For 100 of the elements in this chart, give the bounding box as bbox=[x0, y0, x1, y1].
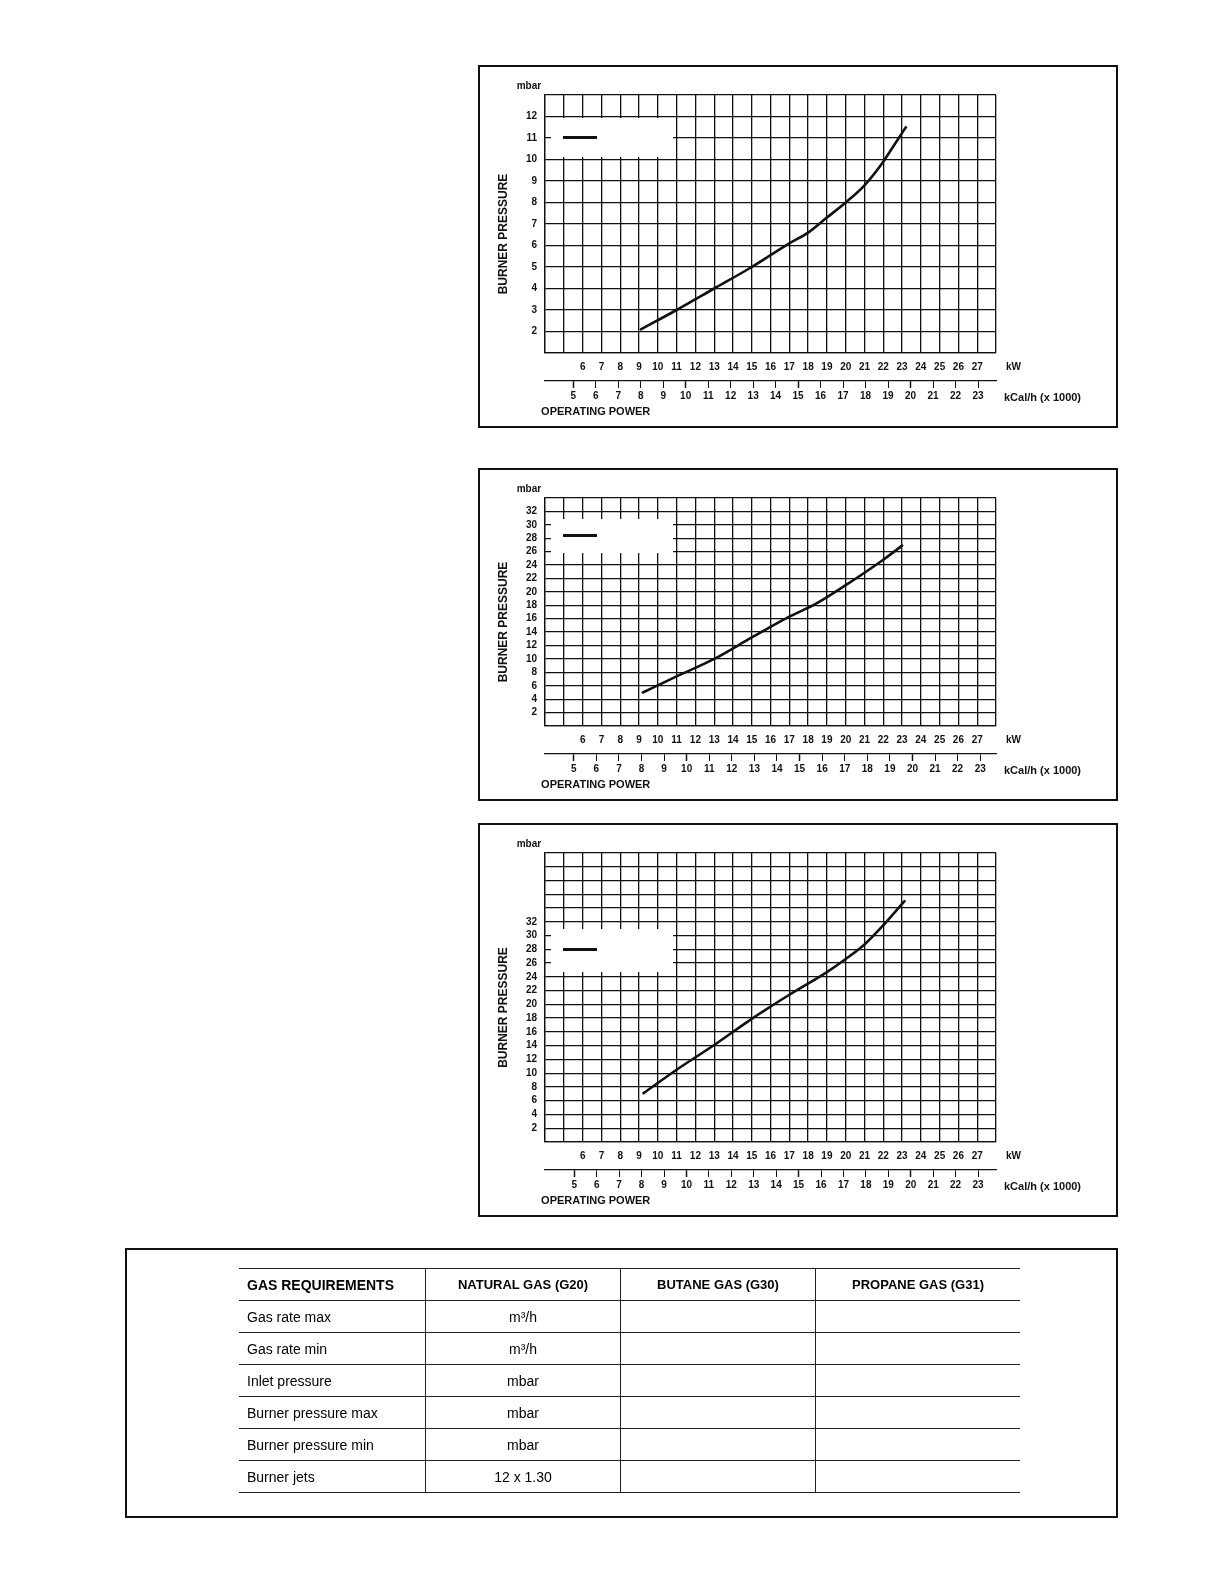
x2-tick-label: 7 bbox=[616, 762, 623, 774]
y-tick-label: 8 bbox=[531, 1080, 538, 1092]
x-tick-label: 22 bbox=[877, 733, 890, 745]
x2-tick-label: 23 bbox=[972, 1178, 985, 1190]
x2-tick-label: 10 bbox=[680, 1178, 693, 1190]
x2-tick-label: 9 bbox=[661, 1178, 668, 1190]
x-tick-label: 9 bbox=[636, 733, 643, 745]
y-tick-label: 6 bbox=[531, 1094, 538, 1106]
x-tick-label: 24 bbox=[915, 360, 927, 372]
text: mbar bbox=[516, 79, 542, 91]
x-tick-label: 8 bbox=[617, 733, 624, 745]
x2-tick-label: 18 bbox=[860, 389, 872, 401]
x-tick-label: 19 bbox=[821, 360, 833, 372]
y-tick-label: 18 bbox=[526, 599, 538, 611]
x-tick-label: 16 bbox=[765, 1149, 777, 1161]
x-tick-label: 12 bbox=[689, 1149, 702, 1161]
x-tick-label: 11 bbox=[671, 733, 683, 745]
x2-tick-label: 10 bbox=[681, 762, 693, 774]
x2-tick-label: 16 bbox=[816, 762, 829, 774]
x2-tick-label: 7 bbox=[615, 389, 622, 401]
x-tick-label: 22 bbox=[877, 1149, 890, 1161]
text: mbar bbox=[516, 837, 542, 849]
y-tick-label: 16 bbox=[526, 612, 538, 624]
x2-tick-label: 12 bbox=[725, 389, 737, 401]
x2-tick-label: 15 bbox=[794, 762, 806, 774]
y-tick-label: 26 bbox=[526, 545, 538, 557]
x2-tick-label: 12 bbox=[725, 1178, 738, 1190]
x-tick-label: 14 bbox=[727, 360, 739, 372]
y-tick-label: 4 bbox=[531, 692, 538, 704]
x-tick-label: 10 bbox=[652, 360, 664, 372]
x-tick-label: 6 bbox=[579, 1149, 586, 1161]
x2-axis-title: kCal/h (x 1000) bbox=[1004, 391, 1082, 404]
x2-tick-label: 7 bbox=[616, 1178, 623, 1190]
y-tick-label: 6 bbox=[531, 239, 538, 251]
y-tick-label: 30 bbox=[526, 518, 538, 530]
x-tick-label: 10 bbox=[652, 1149, 664, 1161]
x-tick-label: 13 bbox=[708, 733, 721, 745]
y-tick-label: 9 bbox=[531, 174, 538, 186]
x-tick-label: 19 bbox=[821, 733, 833, 745]
x-tick-label: 8 bbox=[617, 1149, 624, 1161]
x2-tick-label: 19 bbox=[882, 389, 895, 401]
text: OPERATING POWER bbox=[541, 1193, 651, 1206]
x-tick-label: 7 bbox=[598, 1149, 605, 1161]
y-tick-label: 6 bbox=[531, 679, 538, 691]
x2-tick-label: 5 bbox=[571, 762, 578, 774]
x-tick-label: 26 bbox=[952, 1149, 965, 1161]
x-tick-label: 20 bbox=[840, 733, 852, 745]
x-tick-label: 15 bbox=[746, 733, 758, 745]
x2-tick-label: 19 bbox=[884, 762, 896, 774]
text: mbar bbox=[425, 1396, 621, 1429]
x2-tick-label: 15 bbox=[793, 1178, 805, 1190]
x-tick-label: 23 bbox=[896, 360, 909, 372]
y-tick-label: 5 bbox=[531, 260, 538, 272]
text: mbar bbox=[425, 1364, 621, 1397]
x-tick-label: 23 bbox=[896, 1149, 909, 1161]
x2-tick-label: 13 bbox=[747, 389, 760, 401]
x2-tick-label: 9 bbox=[660, 389, 667, 401]
y-tick-label: 11 bbox=[526, 131, 538, 143]
x-tick-label: 13 bbox=[708, 1149, 721, 1161]
text: BUTANE GAS (G30) bbox=[620, 1268, 816, 1301]
y-tick-label: 32 bbox=[526, 505, 538, 517]
x2-tick-label: 22 bbox=[952, 762, 964, 774]
text: GAS REQUIREMENTS bbox=[239, 1268, 426, 1301]
y-tick-label: 26 bbox=[526, 956, 538, 968]
text: Gas rate min bbox=[239, 1332, 426, 1365]
x2-tick-label: 6 bbox=[593, 762, 600, 774]
text: PROPANE GAS (G31) bbox=[815, 1268, 1020, 1301]
text: OPERATING POWER bbox=[541, 404, 651, 417]
x2-tick-label: 14 bbox=[770, 1178, 783, 1190]
x2-tick-label: 6 bbox=[592, 389, 599, 401]
x-tick-label: 24 bbox=[915, 1149, 927, 1161]
text: Burner pressure min bbox=[239, 1428, 426, 1461]
y-axis-title: BURNER PRESSURE bbox=[496, 561, 511, 683]
x2-tick-label: 23 bbox=[972, 389, 985, 401]
x-tick-label: 16 bbox=[765, 733, 777, 745]
x2-tick-label: 10 bbox=[680, 389, 692, 401]
x-tick-label: 6 bbox=[579, 733, 586, 745]
x2-tick-label: 5 bbox=[571, 1178, 578, 1190]
y-tick-label: 32 bbox=[526, 915, 538, 927]
x2-tick-label: 12 bbox=[726, 762, 738, 774]
x2-tick-label: 13 bbox=[748, 762, 761, 774]
x-tick-label: 17 bbox=[783, 733, 796, 745]
y-tick-label: 10 bbox=[526, 652, 538, 664]
x-tick-label: 25 bbox=[934, 1149, 946, 1161]
text: Burner pressure max bbox=[239, 1396, 426, 1429]
x2-tick-label: 14 bbox=[771, 762, 783, 774]
x2-tick-label: 16 bbox=[815, 389, 827, 401]
x2-tick-label: 8 bbox=[637, 389, 644, 401]
x-tick-label: 22 bbox=[877, 360, 890, 372]
y-tick-label: 20 bbox=[526, 585, 538, 597]
x-tick-label: 25 bbox=[934, 360, 946, 372]
x-tick-label: 26 bbox=[952, 360, 965, 372]
x-tick-label: 15 bbox=[746, 360, 758, 372]
x-axis-title: kW bbox=[1006, 360, 1022, 372]
x-tick-label: 25 bbox=[934, 733, 946, 745]
x-tick-label: 17 bbox=[783, 1149, 796, 1161]
x-tick-label: 20 bbox=[840, 1149, 852, 1161]
x2-tick-label: 11 bbox=[703, 1178, 715, 1190]
y-tick-label: 8 bbox=[531, 196, 538, 208]
x-axis-title: kW bbox=[1006, 1149, 1022, 1161]
